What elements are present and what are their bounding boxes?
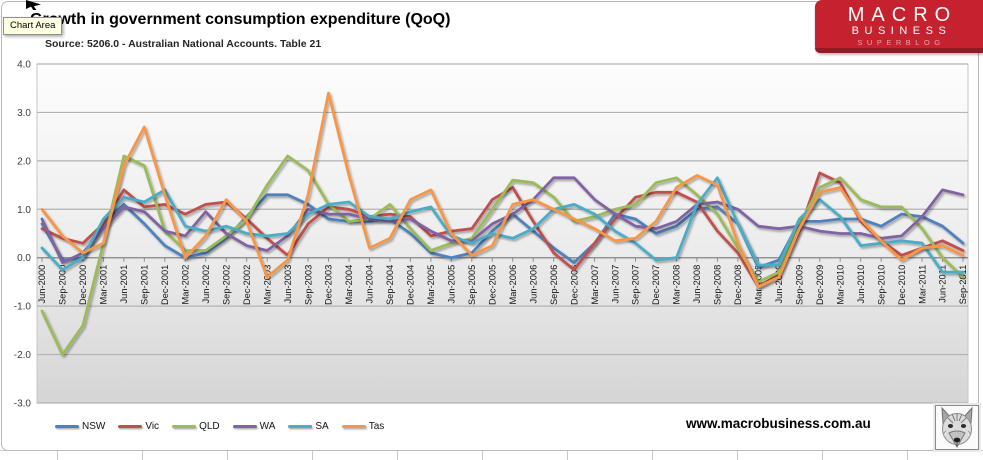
x-axis-label: Sep-2011 [958, 265, 968, 305]
logo-bottom-strip [815, 48, 983, 53]
legend-label: WA [259, 421, 276, 432]
y-axis-label: 1.0 [17, 205, 31, 216]
legend-label: NSW [82, 421, 106, 432]
x-axis-label: Dec-2007 [651, 265, 661, 305]
x-axis-label: Dec-2001 [160, 265, 170, 305]
x-axis-label: Dec-2000 [78, 265, 88, 305]
x-axis-label: Dec-2006 [569, 265, 579, 305]
x-axis-label: Dec-2003 [324, 265, 334, 305]
x-axis-label: Sep-2010 [876, 265, 886, 305]
series-line-QLD[interactable] [40, 154, 965, 357]
x-axis-label: Mar-2008 [672, 265, 682, 305]
x-axis-label: Sep-2009 [794, 265, 804, 305]
mouse-cursor-icon [26, 0, 41, 10]
logo-line-superblog: SUPERBLOG [857, 38, 945, 47]
legend-item-SA[interactable]: SA [288, 421, 329, 432]
chart-area-tooltip: Chart Area [3, 17, 63, 35]
x-axis-label: Jun-2001 [119, 265, 129, 304]
chart-source-label: Source: 5206.0 - Australian National Acc… [45, 38, 322, 50]
legend-swatch-SA [288, 424, 313, 429]
x-axis-label: Mar-2004 [344, 265, 354, 305]
wolf-icon [941, 406, 973, 449]
x-axis-label: Mar-2007 [590, 265, 600, 305]
y-axis-label: 3.0 [17, 108, 31, 119]
x-axis-label: Jun-2002 [201, 265, 211, 304]
series-line-WA[interactable] [40, 176, 965, 265]
y-axis-label: -3.0 [14, 399, 32, 410]
x-axis-label: Sep-2001 [140, 265, 150, 305]
chart-legend[interactable]: NSW Vic QLD WA SA Tas [55, 421, 397, 432]
y-axis-label: 0.0 [17, 253, 31, 264]
x-axis-label: Mar-2005 [426, 265, 436, 305]
x-axis-label: Mar-2001 [99, 265, 109, 305]
legend-swatch-QLD [172, 424, 197, 429]
legend-label: Vic [145, 421, 160, 432]
legend-swatch-NSW [55, 424, 79, 429]
x-axis-label: Sep-2003 [303, 265, 313, 305]
x-axis-label: Sep-2004 [385, 265, 395, 305]
tooltip-text: Chart Area [10, 20, 56, 31]
legend-label: QLD [199, 421, 220, 432]
x-axis-label: Mar-2011 [917, 265, 927, 304]
website-url: www.macrobusiness.com.au [686, 416, 871, 431]
x-axis-label: Dec-2008 [733, 265, 743, 305]
y-axis-label: -1.0 [14, 302, 32, 313]
x-axis-label: Jun-2006 [528, 265, 538, 304]
y-axis-label: 2.0 [17, 156, 31, 167]
x-axis-label: Mar-2006 [508, 265, 518, 305]
legend-item-QLD[interactable]: QLD [172, 421, 220, 432]
x-axis-label: Jun-2003 [283, 265, 293, 304]
x-axis-label: Dec-2005 [487, 265, 497, 305]
series-line-Tas[interactable] [40, 91, 965, 289]
legend-swatch-Vic [118, 424, 143, 429]
legend-label: Tas [368, 421, 385, 432]
x-axis-label: Sep-2008 [713, 265, 723, 305]
plot-background [36, 63, 969, 404]
x-axis-label: Dec-2009 [815, 265, 825, 305]
x-axis-label: Mar-2003 [262, 265, 272, 305]
legend-label: SA [315, 421, 329, 432]
x-axis-label: Dec-2002 [242, 265, 252, 305]
macrobusiness-logo: MACRO BUSINESS SUPERBLOG [815, 0, 983, 53]
x-axis-label: Sep-2005 [467, 265, 477, 305]
x-axis-label: Sep-2002 [221, 265, 231, 305]
x-axis-label: Jun-2004 [365, 265, 375, 304]
wolf-logo [935, 405, 979, 450]
x-axis-label: Jun-2008 [692, 265, 702, 304]
y-axis-label: -2.0 [14, 350, 32, 361]
y-axis-label: 4.0 [17, 60, 31, 71]
chart-title: Growth in government consumption expendi… [30, 11, 451, 28]
x-axis-label: Jun-2009 [774, 265, 784, 304]
x-axis-label: Sep-2006 [549, 265, 559, 305]
x-axis-label: Dec-2010 [897, 265, 907, 305]
x-axis-label: Jun-2005 [447, 265, 457, 304]
x-axis-label: Mar-2010 [835, 265, 845, 305]
x-axis-label: Sep-2000 [58, 265, 68, 305]
x-axis-label: Jun-2007 [610, 265, 620, 304]
legend-swatch-WA [232, 424, 257, 429]
legend-item-Vic[interactable]: Vic [118, 421, 159, 432]
x-axis-label: Sep-2007 [631, 265, 641, 305]
logo-line-macro: MACRO [847, 4, 958, 26]
legend-item-WA[interactable]: WA [232, 421, 276, 432]
x-axis-label: Jun-2011 [938, 265, 948, 303]
legend-item-NSW[interactable]: NSW [55, 421, 105, 432]
x-axis-label: Jun-2010 [856, 265, 866, 304]
plot-area[interactable]: 4.0 3.0 2.0 1.0 0.0 -1.0 -2.0 -3.0 Jun-2000 Sep-2… [0, 55, 983, 415]
logo-line-business: BUSINESS [851, 25, 952, 37]
x-axis-label: Mar-2002 [180, 265, 190, 305]
legend-item-Tas[interactable]: Tas [341, 421, 385, 432]
x-axis-label: Jun-2000 [37, 265, 47, 304]
legend-swatch-Tas [341, 424, 366, 429]
x-axis-label: Dec-2004 [406, 265, 416, 305]
